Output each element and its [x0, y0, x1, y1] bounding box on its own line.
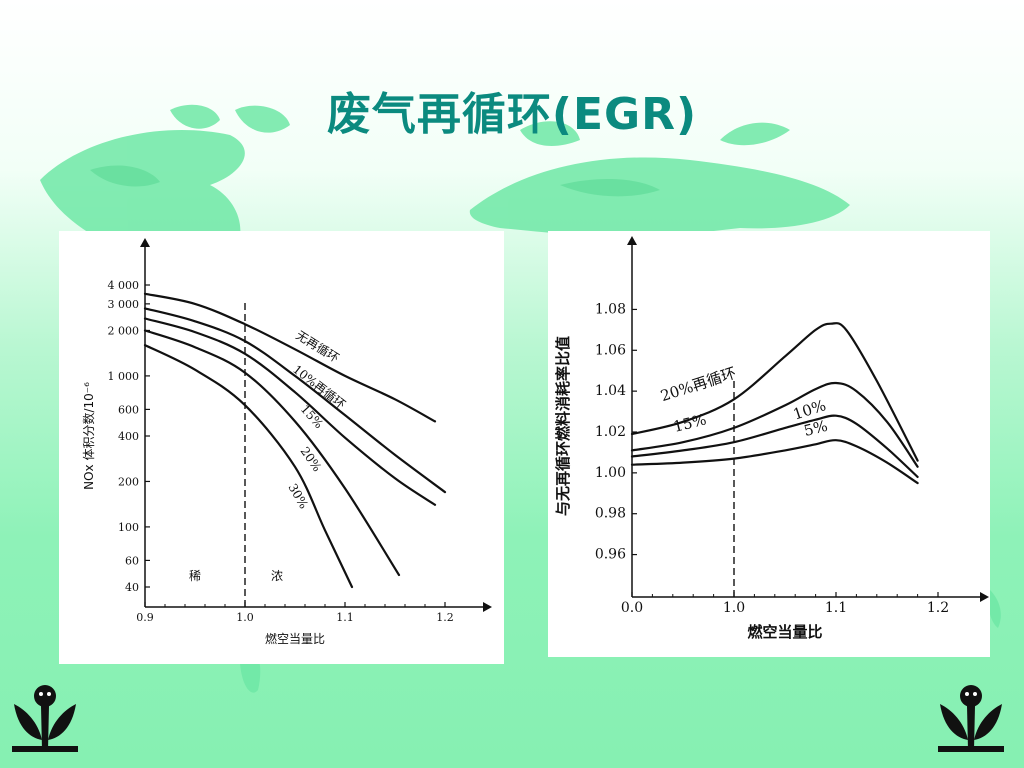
fuel-series-label: 20%再循环	[658, 364, 738, 405]
nox-y-tick-label: 100	[118, 521, 139, 534]
nox-y-tick-label: 600	[118, 403, 139, 416]
nox-vs-equivalence-ratio-chart: 0.9 1.0 1.1 1.2 4 000 3 000 2 000 1 000 600 400 20…	[81, 238, 492, 646]
slide-title: 废气再循环(EGR)	[326, 89, 698, 140]
nox-y-tick-label: 200	[118, 475, 139, 488]
fuel-x-tick-label: 1.0	[723, 600, 745, 616]
fuel-y-tick-label: 1.02	[595, 424, 626, 440]
nox-series-label: 20%	[298, 444, 325, 474]
fuel-y-axis-title: 与无再循环燃料消耗率比值	[554, 336, 572, 516]
nox-y-tick-label: 1 000	[108, 370, 140, 383]
sprout-logo-icon	[12, 685, 78, 752]
fuel-consumption-chart-panel: 0.0 1.0 1.1 1.2 1.08 1.06 1.04 1.02 1.00 0.98 0.96…	[548, 231, 990, 657]
fuel-series-line	[630, 414, 919, 478]
nox-series-label: 无再循环	[293, 328, 341, 365]
nox-chart-panel: 0.9 1.0 1.1 1.2 4 000 3 000 2 000 1 000 600 400 20…	[59, 231, 504, 664]
fuel-y-tick-label: 0.96	[595, 547, 626, 563]
fuel-consumption-ratio-chart: 0.0 1.0 1.1 1.2 1.08 1.06 1.04 1.02 1.00 0.98 0.96…	[554, 236, 989, 641]
nox-y-tick-label: 3 000	[108, 298, 140, 311]
fuel-y-axis-arrow-icon	[627, 236, 637, 245]
nox-x-tick-label: 1.0	[236, 611, 254, 624]
nox-series-line	[143, 307, 447, 494]
fuel-series-label: 15%	[671, 410, 708, 436]
nox-y-axis-title: NOx 体积分数/10⁻⁶	[81, 382, 96, 490]
nox-series-line	[143, 292, 437, 423]
fuel-series-line	[630, 322, 919, 462]
fuel-y-tick-label: 1.06	[595, 342, 626, 358]
nox-y-tick-label: 60	[125, 554, 139, 567]
nox-y-tick-label: 40	[125, 581, 139, 594]
nox-region-label: 浓	[271, 569, 283, 583]
nox-series-label: 15%	[298, 402, 326, 431]
fuel-series-label: 5%	[802, 417, 829, 440]
nox-y-tick-label: 2 000	[108, 324, 140, 337]
nox-y-axis-arrow-icon	[140, 238, 150, 247]
nox-x-axis-arrow-icon	[483, 602, 492, 612]
fuel-x-axis-title: 燃空当量比	[747, 623, 822, 641]
fuel-y-tick-label: 1.00	[595, 465, 626, 481]
fuel-x-tick-label: 1.1	[825, 600, 847, 616]
nox-x-tick-label: 1.2	[436, 611, 454, 624]
fuel-x-tick-label: 0.0	[621, 600, 643, 616]
fuel-x-tick-label: 1.2	[927, 600, 949, 616]
nox-series-label: 30%	[285, 481, 310, 511]
nox-region-label: 稀	[189, 569, 201, 583]
nox-series-label: 10%再循环	[290, 362, 348, 412]
fuel-x-axis-arrow-icon	[980, 592, 989, 602]
fuel-y-tick-label: 1.04	[595, 383, 626, 399]
nox-series-line	[143, 329, 401, 577]
nox-y-tick-label: 400	[118, 430, 139, 443]
nox-x-tick-label: 1.1	[336, 611, 354, 624]
nox-series-line	[143, 344, 354, 589]
nox-series-line	[143, 317, 437, 506]
sprout-logo-icon	[938, 685, 1004, 752]
fuel-y-tick-label: 0.98	[595, 506, 626, 522]
fuel-y-tick-label: 1.08	[595, 301, 626, 317]
nox-x-axis-title: 燃空当量比	[265, 631, 325, 646]
nox-y-tick-label: 4 000	[108, 279, 140, 292]
fuel-series-line	[630, 381, 919, 468]
nox-x-tick-label: 0.9	[136, 611, 154, 624]
fuel-series-line	[630, 439, 919, 485]
